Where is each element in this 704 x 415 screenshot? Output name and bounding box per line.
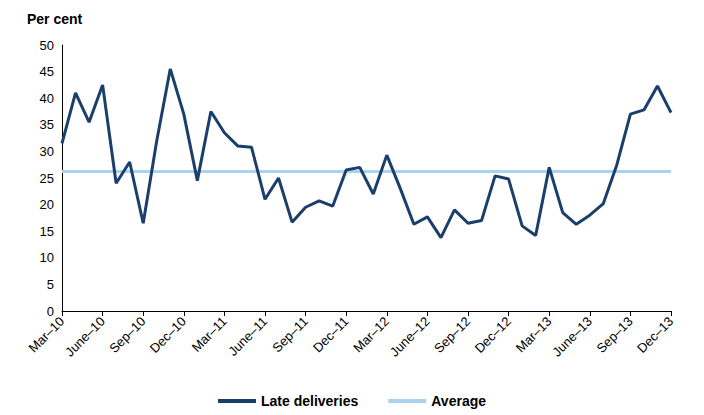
svg-text:50: 50 (40, 38, 54, 53)
svg-text:Mar–12: Mar–12 (350, 313, 393, 356)
svg-text:Sep–13: Sep–13 (593, 314, 635, 356)
svg-text:5: 5 (47, 277, 54, 292)
svg-text:Dec–13: Dec–13 (634, 314, 676, 356)
svg-text:Dec–12: Dec–12 (472, 314, 514, 356)
svg-text:30: 30 (40, 144, 54, 159)
svg-text:Sep–12: Sep–12 (431, 314, 473, 356)
svg-text:Per cent: Per cent (27, 11, 83, 27)
svg-text:June–10: June–10 (62, 314, 108, 360)
svg-text:Dec–10: Dec–10 (147, 314, 189, 356)
svg-text:Mar–13: Mar–13 (512, 313, 555, 356)
svg-text:15: 15 (40, 224, 54, 239)
svg-text:Mar–10: Mar–10 (25, 313, 68, 356)
svg-text:0: 0 (46, 303, 54, 319)
svg-text:Late deliveries: Late deliveries (261, 393, 358, 409)
svg-text:June–12: June–12 (387, 314, 433, 360)
svg-text:June–13: June–13 (549, 314, 595, 360)
svg-text:June–11: June–11 (225, 314, 270, 359)
svg-text:25: 25 (40, 171, 54, 186)
svg-text:Sep–10: Sep–10 (106, 314, 148, 356)
svg-text:Average: Average (431, 393, 486, 409)
svg-text:Sep–11: Sep–11 (269, 314, 311, 356)
svg-text:10: 10 (40, 250, 54, 265)
svg-text:Dec–11: Dec–11 (310, 314, 352, 356)
svg-text:45: 45 (40, 64, 54, 79)
svg-text:Mar–11: Mar–11 (189, 314, 230, 355)
svg-text:35: 35 (40, 117, 54, 132)
svg-text:20: 20 (40, 197, 54, 212)
svg-text:40: 40 (40, 91, 54, 106)
